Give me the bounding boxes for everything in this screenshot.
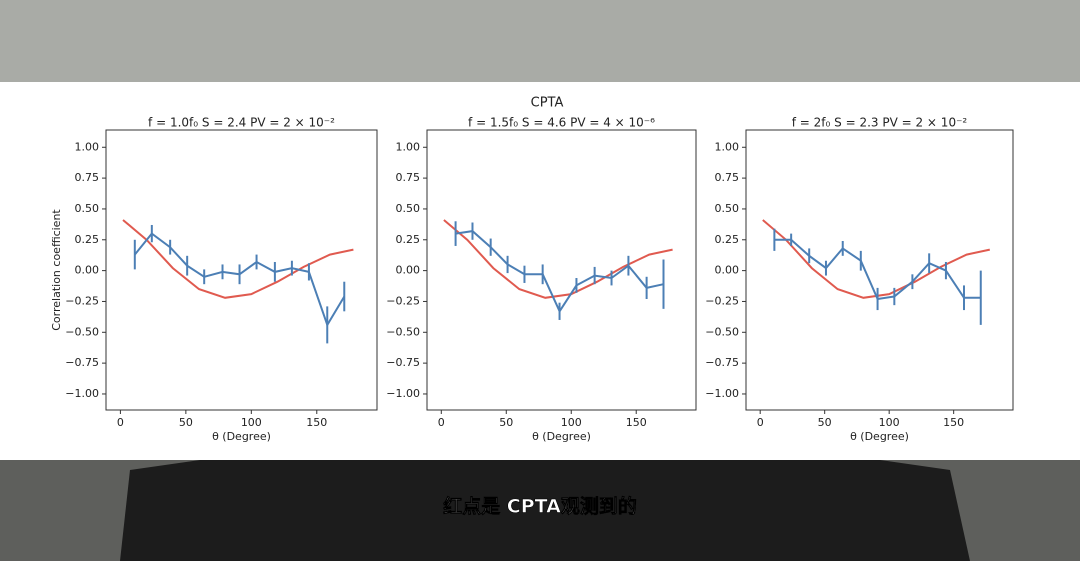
y-tick-label: 0.75 xyxy=(396,171,421,184)
x-tick-label: 50 xyxy=(818,416,832,429)
chart-title: f = 1.5f₀ S = 4.6 PV = 4 × 10⁻⁶ xyxy=(468,116,655,130)
y-tick-label: 0.50 xyxy=(715,202,740,215)
y-tick-label: −1.00 xyxy=(65,387,99,400)
y-tick-label: −0.75 xyxy=(65,356,99,369)
y-tick-label: 1.00 xyxy=(75,140,100,153)
x-tick-label: 50 xyxy=(499,416,513,429)
series-line xyxy=(122,219,354,299)
y-tick-label: −1.00 xyxy=(386,387,420,400)
x-tick-label: 150 xyxy=(626,416,647,429)
plot-area xyxy=(745,129,1014,411)
y-tick-label: −0.75 xyxy=(386,356,420,369)
x-tick-label: 50 xyxy=(179,416,193,429)
caption: 红点是 CPTA观测到的 xyxy=(443,495,637,518)
x-tick-label: 150 xyxy=(943,416,964,429)
x-tick-label: 100 xyxy=(561,416,582,429)
y-tick-label: 0.50 xyxy=(396,202,421,215)
y-tick-label: 1.00 xyxy=(396,140,421,153)
x-tick-label: 0 xyxy=(438,416,445,429)
y-tick-label: 0.00 xyxy=(75,264,100,277)
y-tick-label: −0.50 xyxy=(65,325,99,338)
y-tick-label: 0.00 xyxy=(396,264,421,277)
figure-panel xyxy=(0,82,1080,460)
x-tick-label: 100 xyxy=(241,416,262,429)
y-tick-label: 0.00 xyxy=(715,264,740,277)
x-axis-label: θ (Degree) xyxy=(212,430,271,443)
y-tick-label: −0.25 xyxy=(386,294,420,307)
x-axis-label: θ (Degree) xyxy=(850,430,909,443)
suptitle: CPTA xyxy=(531,96,564,111)
y-tick-label: 1.00 xyxy=(715,140,740,153)
chart-title: f = 2f₀ S = 2.3 PV = 2 × 10⁻² xyxy=(792,116,968,130)
y-tick-label: −0.75 xyxy=(705,356,739,369)
y-tick-label: 0.25 xyxy=(75,233,100,246)
person xyxy=(120,460,970,561)
y-tick-label: −0.50 xyxy=(386,325,420,338)
y-tick-label: −0.25 xyxy=(705,294,739,307)
y-tick-label: −0.25 xyxy=(65,294,99,307)
plot-area xyxy=(105,129,378,411)
y-tick-label: 0.25 xyxy=(396,233,421,246)
x-tick-label: 0 xyxy=(117,416,124,429)
series-line xyxy=(443,219,673,299)
x-tick-label: 150 xyxy=(306,416,327,429)
y-tick-label: −0.50 xyxy=(705,325,739,338)
y-axis-label: Correlation coefficient xyxy=(50,209,63,331)
y-tick-label: −1.00 xyxy=(705,387,739,400)
y-tick-label: 0.50 xyxy=(75,202,100,215)
x-tick-label: 100 xyxy=(879,416,900,429)
y-tick-label: 0.25 xyxy=(715,233,740,246)
x-tick-label: 0 xyxy=(757,416,764,429)
x-axis-label: θ (Degree) xyxy=(532,430,591,443)
y-tick-label: 0.75 xyxy=(75,171,100,184)
background-top xyxy=(0,0,1080,82)
y-tick-label: 0.75 xyxy=(715,171,740,184)
chart-title: f = 1.0f₀ S = 2.4 PV = 2 × 10⁻² xyxy=(148,116,335,130)
plot-area xyxy=(426,129,697,411)
